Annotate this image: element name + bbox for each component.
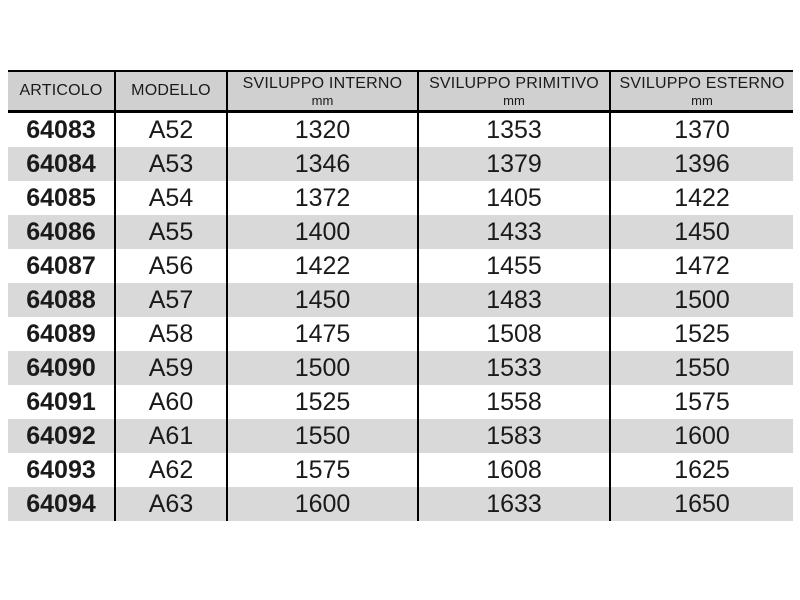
- table-cell-articolo: 64091: [8, 385, 115, 419]
- table-cell-articolo: 64087: [8, 249, 115, 283]
- table-cell-modello: A54: [114, 181, 227, 215]
- table-row: 64091 A60 1525 1558 1575: [8, 385, 793, 419]
- table-cell-modello: A52: [114, 111, 227, 147]
- table-cell-sviluppo-primitivo: 1508: [417, 317, 610, 351]
- table-row: 64084 A53 1346 1379 1396: [8, 147, 793, 181]
- table-cell-articolo: 64089: [8, 317, 115, 351]
- table-cell-modello: A60: [114, 385, 227, 419]
- table-body: 64083 A52 1320 1353 1370 64084 A53 1346 1379 1396…: [8, 111, 793, 521]
- table-cell-sviluppo-primitivo: 1379: [417, 147, 610, 181]
- table-cell-modello: A61: [114, 419, 227, 453]
- table-cell-sviluppo-interno: 1575: [226, 453, 418, 487]
- table-cell-sviluppo-esterno: 1600: [609, 419, 793, 453]
- table-cell-sviluppo-primitivo: 1583: [417, 419, 610, 453]
- table-cell-sviluppo-esterno: 1575: [609, 385, 793, 419]
- table-cell-modello: A53: [114, 147, 227, 181]
- table-row: 64085 A54 1372 1405 1422: [8, 181, 793, 215]
- column-header-label: SVILUPPO ESTERNO: [619, 74, 785, 92]
- table-cell-sviluppo-interno: 1550: [226, 419, 418, 453]
- column-header-sviluppo-esterno: SVILUPPO ESTERNO mm: [609, 70, 793, 113]
- table-cell-articolo: 64083: [8, 111, 115, 147]
- table-cell-sviluppo-interno: 1422: [226, 249, 418, 283]
- table-row: 64092 A61 1550 1583 1600: [8, 419, 793, 453]
- table-cell-sviluppo-interno: 1525: [226, 385, 418, 419]
- table-row: 64090 A59 1500 1533 1550: [8, 351, 793, 385]
- table-cell-modello: A63: [114, 487, 227, 521]
- table-header: ARTICOLO MODELLO SVILUPPO INTERNO mm SVILUPP…: [8, 70, 793, 113]
- table-cell-sviluppo-interno: 1500: [226, 351, 418, 385]
- column-header-unit: mm: [691, 93, 713, 109]
- table-row: 64094 A63 1600 1633 1650: [8, 487, 793, 521]
- table-cell-sviluppo-esterno: 1396: [609, 147, 793, 181]
- table-cell-sviluppo-esterno: 1422: [609, 181, 793, 215]
- table-cell-modello: A58: [114, 317, 227, 351]
- table-cell-sviluppo-interno: 1346: [226, 147, 418, 181]
- table-cell-modello: A59: [114, 351, 227, 385]
- table-cell-modello: A62: [114, 453, 227, 487]
- column-header-label: MODELLO: [131, 82, 211, 100]
- table-cell-articolo: 64093: [8, 453, 115, 487]
- table-cell-sviluppo-interno: 1475: [226, 317, 418, 351]
- table-cell-sviluppo-esterno: 1472: [609, 249, 793, 283]
- table-cell-articolo: 64090: [8, 351, 115, 385]
- table-row: 64093 A62 1575 1608 1625: [8, 453, 793, 487]
- column-header-unit: mm: [503, 93, 525, 109]
- table-cell-sviluppo-interno: 1372: [226, 181, 418, 215]
- table-cell-sviluppo-esterno: 1550: [609, 351, 793, 385]
- column-header-modello: MODELLO: [114, 70, 227, 113]
- table-cell-sviluppo-primitivo: 1608: [417, 453, 610, 487]
- table-cell-sviluppo-interno: 1400: [226, 215, 418, 249]
- table-cell-sviluppo-interno: 1320: [226, 111, 418, 147]
- table-cell-modello: A57: [114, 283, 227, 317]
- table-cell-sviluppo-esterno: 1650: [609, 487, 793, 521]
- table-cell-articolo: 64086: [8, 215, 115, 249]
- header-row: ARTICOLO MODELLO SVILUPPO INTERNO mm SVILUPP…: [8, 70, 793, 113]
- table-cell-articolo: 64092: [8, 419, 115, 453]
- table-cell-modello: A55: [114, 215, 227, 249]
- column-header-sviluppo-primitivo: SVILUPPO PRIMITIVO mm: [417, 70, 610, 113]
- column-header-sviluppo-interno: SVILUPPO INTERNO mm: [226, 70, 418, 113]
- table-cell-sviluppo-primitivo: 1405: [417, 181, 610, 215]
- column-header-articolo: ARTICOLO: [8, 70, 115, 113]
- table-cell-articolo: 64094: [8, 487, 115, 521]
- table-cell-sviluppo-primitivo: 1558: [417, 385, 610, 419]
- column-header-unit: mm: [311, 93, 334, 109]
- table-cell-sviluppo-esterno: 1525: [609, 317, 793, 351]
- table-cell-sviluppo-primitivo: 1483: [417, 283, 610, 317]
- table-cell-sviluppo-interno: 1600: [226, 487, 418, 521]
- table-row: 64088 A57 1450 1483 1500: [8, 283, 793, 317]
- column-header-label: SVILUPPO INTERNO: [242, 74, 403, 92]
- table-cell-articolo: 64084: [8, 147, 115, 181]
- table-cell-sviluppo-esterno: 1450: [609, 215, 793, 249]
- table-cell-sviluppo-primitivo: 1353: [417, 111, 610, 147]
- product-spec-table: ARTICOLO MODELLO SVILUPPO INTERNO mm SVILUPP…: [8, 70, 793, 521]
- table-cell-sviluppo-primitivo: 1633: [417, 487, 610, 521]
- table-row: 64086 A55 1400 1433 1450: [8, 215, 793, 249]
- table-cell-sviluppo-primitivo: 1533: [417, 351, 610, 385]
- table-cell-sviluppo-esterno: 1370: [609, 111, 793, 147]
- column-header-label: SVILUPPO PRIMITIVO: [429, 74, 599, 92]
- table-row: 64087 A56 1422 1455 1472: [8, 249, 793, 283]
- table-cell-articolo: 64088: [8, 283, 115, 317]
- table-cell-sviluppo-esterno: 1500: [609, 283, 793, 317]
- column-header-label: ARTICOLO: [19, 82, 103, 100]
- table-cell-articolo: 64085: [8, 181, 115, 215]
- table-row: 64089 A58 1475 1508 1525: [8, 317, 793, 351]
- table-cell-sviluppo-interno: 1450: [226, 283, 418, 317]
- table-cell-sviluppo-esterno: 1625: [609, 453, 793, 487]
- table-cell-sviluppo-primitivo: 1455: [417, 249, 610, 283]
- spec-table-container: ARTICOLO MODELLO SVILUPPO INTERNO mm SVILUPP…: [8, 70, 793, 521]
- table-row: 64083 A52 1320 1353 1370: [8, 111, 793, 147]
- table-cell-sviluppo-primitivo: 1433: [417, 215, 610, 249]
- table-cell-modello: A56: [114, 249, 227, 283]
